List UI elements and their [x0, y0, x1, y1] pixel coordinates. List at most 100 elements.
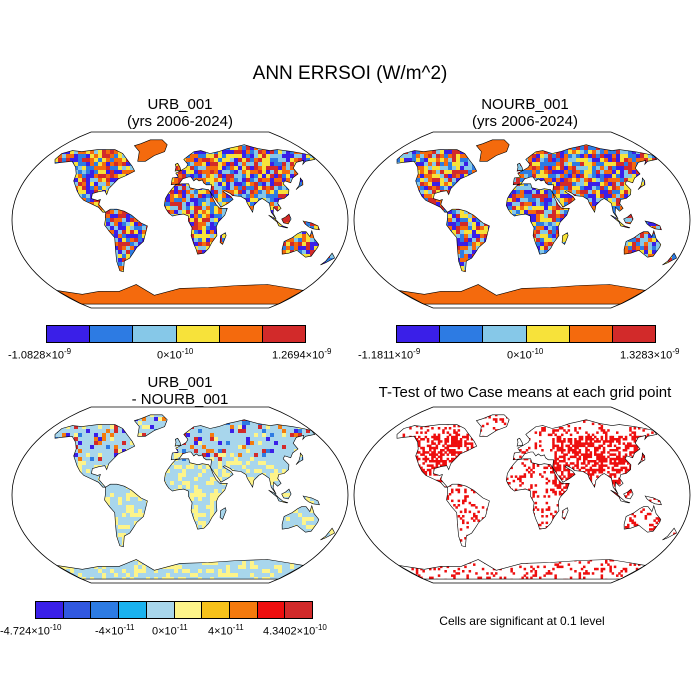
coastline-antarctica — [56, 559, 305, 580]
significance-note: Cells are significant at 0.1 level — [439, 614, 605, 628]
coastline-uk — [516, 162, 524, 172]
panel-title-nourb-line1: NOURB_001 — [481, 96, 569, 113]
coastline-borneo — [281, 213, 292, 225]
coastline-newguinea — [302, 495, 320, 506]
coastline-indonesia — [268, 489, 289, 504]
colorbar-urb-swatch-2 — [90, 326, 134, 342]
coastline-eurasia — [512, 419, 658, 495]
coastline-sa — [104, 483, 148, 548]
colorbar-nourb-swatch-3 — [483, 326, 527, 342]
coastline-nz — [662, 252, 677, 266]
coastline-uk — [516, 437, 524, 447]
coastline-antarctica — [398, 284, 647, 305]
coastline-indonesia — [268, 214, 289, 229]
colorbar-urb-swatch-1 — [47, 326, 91, 342]
coastline-uk — [174, 437, 182, 447]
map-field-cells — [397, 139, 677, 305]
panel-title-urb: URB_001 (yrs 2006-2024) — [60, 96, 300, 130]
colorbar-nourb-mid-label: 0×10-10 — [507, 347, 544, 362]
colorbar-diff-label-3: 0×10-11 — [152, 623, 188, 638]
map-ttest — [353, 406, 691, 584]
coastline-na — [396, 424, 478, 488]
coastline-africa — [505, 183, 570, 255]
colorbar-urb-swatch-3 — [133, 326, 177, 342]
colorbar-urb — [46, 325, 306, 343]
coastline-japan — [637, 452, 646, 465]
coastline-greenland — [133, 139, 168, 162]
coastline-borneo — [623, 488, 634, 500]
coastline-eurasia — [170, 144, 316, 220]
map-diff — [11, 406, 349, 584]
colorbar-nourb-swatch-4 — [526, 326, 570, 342]
coastline-na — [54, 424, 136, 488]
coastline-antarctica — [56, 284, 305, 305]
map-outline — [353, 406, 691, 584]
colorbar-urb-min-label: -1.0828×10-9 — [8, 347, 72, 362]
coastline-australia — [623, 504, 662, 533]
coastline-na — [54, 149, 136, 213]
panel-title-diff-line2: - NOURB_001 — [131, 391, 229, 408]
coastline-japan — [295, 452, 304, 465]
panel-title-ttest: T-Test of two Case means at each grid po… — [355, 384, 695, 401]
coastline-africa — [505, 458, 570, 530]
coastline-indonesia — [610, 214, 631, 229]
colorbar-diff-swatch-5 — [146, 602, 175, 618]
map-outline — [11, 131, 349, 309]
coastline-nz — [662, 527, 677, 541]
colorbar-urb-swatch-6 — [262, 326, 306, 342]
panel-title-nourb-line2: (yrs 2006-2024) — [472, 113, 578, 130]
colorbar-diff-swatch-9 — [257, 602, 286, 618]
map-field-cells — [55, 414, 335, 580]
colorbar-diff-swatch-1 — [36, 602, 64, 618]
colorbar-diff-swatch-2 — [63, 602, 92, 618]
colorbar-diff-label-1: -4.724×10-10 — [0, 623, 62, 638]
coastline-sa — [446, 208, 490, 273]
colorbar-urb-swatch-4 — [176, 326, 220, 342]
colorbar-diff-swatch-4 — [119, 602, 147, 618]
coastline-newguinea — [644, 495, 662, 506]
coastline-madagascar — [219, 507, 227, 520]
coastline-nz — [320, 252, 335, 266]
colorbar-diff-swatch-6 — [174, 602, 203, 618]
colorbar-diff — [35, 601, 313, 619]
coastline-japan — [295, 177, 304, 190]
coastline-nz — [320, 527, 335, 541]
map-nourb — [353, 131, 691, 309]
colorbar-nourb-swatch-1 — [397, 326, 441, 342]
coastline-indonesia — [610, 489, 631, 504]
colorbar-diff-swatch-7 — [202, 602, 230, 618]
colorbar-nourb-swatch-6 — [612, 326, 656, 342]
coastline-sa — [104, 208, 148, 273]
coastline-australia — [281, 504, 320, 533]
coastline-madagascar — [219, 232, 227, 245]
panel-title-urb-line2: (yrs 2006-2024) — [127, 113, 233, 130]
coastline-madagascar — [561, 507, 569, 520]
panel-title-diff: URB_001 - NOURB_001 — [60, 374, 300, 408]
map-field-cells — [55, 139, 335, 305]
coastline-greenland — [133, 414, 168, 437]
panel-title-diff-line1: URB_001 — [147, 374, 213, 391]
coastline-australia — [623, 229, 662, 258]
coastline-eurasia — [512, 144, 658, 220]
colorbar-urb-max-label: 1.2694×10-9 — [272, 347, 332, 362]
coastline-borneo — [623, 213, 634, 225]
colorbar-diff-swatch-8 — [229, 602, 258, 618]
coastline-africa — [163, 458, 228, 530]
map-outline — [11, 406, 349, 584]
coastline-africa — [163, 183, 228, 255]
colorbar-nourb-max-label: 1.3283×10-9 — [620, 347, 680, 362]
coastline-australia — [281, 229, 320, 258]
coastline-na — [396, 149, 478, 213]
figure-title: ANN ERRSOI (W/m^2) — [252, 63, 448, 84]
colorbar-urb-mid-label: 0×10-10 — [157, 347, 194, 362]
panel-title-urb-line1: URB_001 — [147, 96, 213, 113]
coastline-sa — [446, 483, 490, 548]
coastline-greenland — [475, 414, 510, 437]
map-urb — [11, 131, 349, 309]
coastline-borneo — [281, 488, 292, 500]
colorbar-nourb-min-label: -1.1811×10-9 — [358, 347, 421, 362]
coastline-madagascar — [561, 232, 569, 245]
colorbar-diff-swatch-10 — [285, 602, 313, 618]
colorbar-diff-swatch-3 — [91, 602, 120, 618]
map-field-cells — [397, 414, 677, 580]
